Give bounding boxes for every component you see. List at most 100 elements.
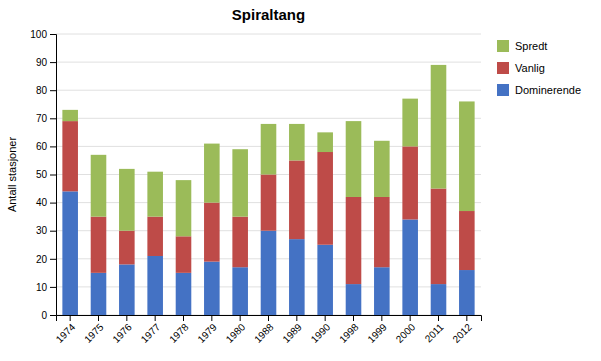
bar — [204, 144, 220, 203]
tick-mark — [126, 315, 127, 321]
bar — [374, 141, 390, 197]
tick: 2011 — [423, 315, 446, 344]
tick-label: 50 — [36, 169, 48, 180]
tick-mark — [155, 315, 156, 321]
tick: 1974 — [54, 315, 78, 345]
tick-mark — [70, 315, 71, 321]
tick-label: 1978 — [167, 321, 191, 345]
tick: 60 — [36, 141, 56, 152]
tick-label: 1990 — [309, 321, 333, 345]
tick-label: 1976 — [110, 321, 134, 345]
tick-mark — [183, 315, 184, 321]
tick-label: 2012 — [450, 321, 474, 345]
tick-label: 40 — [36, 197, 48, 208]
bar — [91, 155, 107, 217]
bar — [459, 270, 475, 315]
tick-mark — [240, 315, 241, 321]
tick: 80 — [36, 85, 56, 96]
tick-mark — [50, 203, 56, 204]
bar — [374, 267, 390, 315]
bar — [176, 236, 192, 273]
tick: 1978 — [167, 315, 191, 345]
legend-swatch — [497, 40, 509, 52]
legend-label: Vanlig — [515, 62, 545, 74]
grid-line — [56, 34, 481, 35]
grid-line — [56, 62, 481, 63]
bars — [62, 65, 474, 315]
y-axis: 0102030405060708090100 — [30, 29, 56, 321]
bar — [62, 121, 78, 191]
bar — [346, 121, 362, 197]
bar — [289, 239, 305, 315]
axis-line — [50, 35, 57, 316]
tick-label: 1989 — [280, 321, 304, 345]
tick-label: 1979 — [195, 321, 219, 345]
tick-label: 1977 — [139, 321, 163, 345]
bar — [459, 211, 475, 270]
tick: 1988 — [252, 315, 276, 345]
bar — [402, 146, 418, 219]
tick: 40 — [36, 197, 56, 208]
tick-label: 1998 — [337, 321, 361, 345]
x-axis: 1974197519761977197819791980198819891990… — [54, 315, 482, 345]
tick-label: 1999 — [365, 321, 389, 345]
tick: 70 — [36, 113, 56, 124]
bar — [317, 245, 333, 315]
bar — [317, 152, 333, 245]
tick-mark — [325, 315, 326, 321]
tick-label: 10 — [36, 282, 48, 293]
tick-mark — [410, 315, 411, 321]
tick: 1989 — [280, 315, 304, 345]
tick-mark — [50, 315, 56, 316]
tick: 1977 — [139, 315, 163, 345]
tick-mark — [50, 118, 56, 119]
legend-label: Spredt — [515, 40, 547, 52]
grid — [56, 34, 481, 315]
plot: 0102030405060708090100197419751976197719… — [30, 29, 481, 345]
bar — [317, 132, 333, 152]
tick-label: 2000 — [394, 321, 418, 345]
bar — [346, 197, 362, 284]
bar — [176, 273, 192, 315]
bar — [232, 149, 248, 216]
tick-mark — [50, 259, 56, 260]
legend-swatch — [497, 62, 509, 74]
tick-mark — [98, 315, 99, 321]
legend-item: Dominerende — [497, 84, 581, 96]
bar — [147, 217, 163, 256]
bar — [119, 264, 135, 315]
tick: 90 — [36, 57, 56, 68]
tick-mark — [466, 315, 467, 321]
tick-label: 1974 — [54, 321, 78, 345]
tick-mark — [50, 287, 56, 288]
tick-mark — [50, 62, 56, 63]
bar — [91, 217, 107, 273]
bar — [289, 160, 305, 239]
tick-label: 1975 — [82, 321, 106, 345]
legend-label: Dominerende — [515, 84, 581, 96]
title: Spiraltang — [232, 6, 305, 23]
bar — [119, 231, 135, 265]
bar — [374, 197, 390, 267]
tick-label: 20 — [36, 254, 48, 265]
tick: 1979 — [195, 315, 219, 345]
legend-item: Spredt — [497, 40, 547, 52]
tick-label: 2011 — [423, 321, 446, 344]
tick: 1976 — [110, 315, 134, 345]
bar — [176, 180, 192, 236]
tick: 20 — [36, 254, 56, 265]
tick-label: 1980 — [224, 321, 248, 345]
grid-line — [56, 90, 481, 91]
bar — [232, 267, 248, 315]
bar — [204, 203, 220, 262]
bar — [261, 175, 277, 231]
tick: 2000 — [394, 315, 418, 345]
bar — [459, 101, 475, 211]
tick-label: 70 — [36, 113, 48, 124]
tick-mark — [211, 315, 212, 321]
legend-swatch — [497, 84, 509, 96]
tick-mark — [50, 175, 56, 176]
tick: 1990 — [309, 315, 333, 345]
y-axis-title: Antall stasjoner — [6, 137, 18, 213]
bar — [346, 284, 362, 315]
